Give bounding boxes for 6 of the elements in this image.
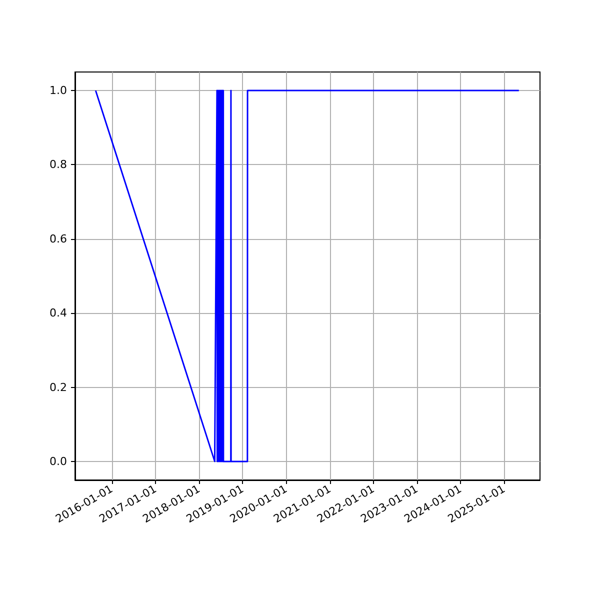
y-tick-label: 0.4: [50, 306, 67, 320]
y-tick-label: 0.6: [50, 232, 67, 246]
y-tick-label: 0.0: [50, 454, 67, 468]
y-tick-label: 1.0: [50, 84, 67, 98]
y-tick-label: 0.8: [50, 158, 67, 172]
y-tick-label: 0.2: [50, 380, 67, 394]
